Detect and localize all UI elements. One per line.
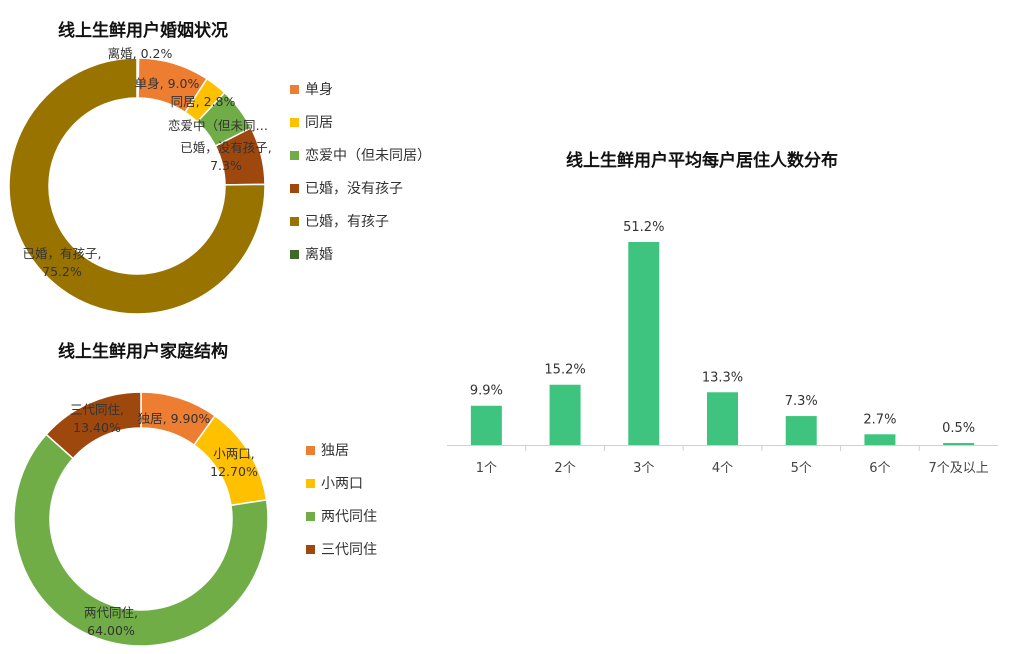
bar — [707, 392, 738, 445]
legend-item: 小两口 — [306, 473, 377, 493]
family-data-label: 三代同住, 13.40% — [70, 402, 124, 435]
family-data-label: 两代同住, 64.00% — [84, 605, 138, 638]
family-legend: 独居小两口两代同住三代同住 — [306, 440, 377, 572]
bar-tick-label: 7个及以上 — [929, 461, 989, 476]
legend-item: 两代同住 — [306, 506, 377, 526]
legend-swatch — [290, 150, 299, 160]
bar-tick-label: 3个 — [633, 461, 654, 476]
legend-label: 恋爱中（但未同居） — [305, 148, 431, 164]
bar — [470, 405, 502, 445]
marital-legend: 单身同居恋爱中（但未同居） 已婚，没有孩子 已婚，有孩子 离婚 — [290, 79, 431, 277]
legend-swatch — [290, 183, 299, 193]
bar — [785, 416, 817, 445]
bar-data-label: 15.2% — [544, 363, 585, 378]
family-data-label: 独居, 9.90% — [138, 411, 211, 426]
legend-label: 小两口 — [321, 476, 363, 492]
family-chart-title: 线上生鲜用户家庭结构 — [58, 342, 228, 362]
legend-label: 三代同住 — [321, 542, 377, 558]
bar-data-label: 9.9% — [470, 384, 503, 399]
bar-data-label: 0.5% — [942, 421, 975, 436]
legend-label: 两代同住 — [321, 509, 377, 525]
bar-data-label: 2.7% — [863, 412, 896, 427]
bar — [864, 434, 896, 445]
marital-data-label: 离婚, 0.2% — [108, 46, 173, 61]
family-slice — [13, 433, 269, 647]
legend-item: 三代同住 — [306, 539, 377, 559]
legend-swatch — [290, 117, 299, 127]
bar-data-label: 51.2% — [623, 220, 664, 235]
legend-swatch — [290, 216, 299, 226]
legend-item: 独居 — [306, 440, 377, 460]
legend-label: 离婚 — [305, 247, 333, 263]
household-chart-title: 线上生鲜用户平均每户居住人数分布 — [566, 151, 838, 171]
marital-data-label: 已婚，没有孩子, 7.3% — [180, 140, 271, 173]
legend-swatch — [306, 445, 315, 455]
legend-item: 离婚 — [290, 244, 431, 264]
legend-item: 恋爱中（但未同居） — [290, 145, 431, 165]
legend-swatch — [290, 84, 299, 94]
bar-data-label: 13.3% — [702, 370, 743, 385]
marital-slice — [8, 57, 266, 315]
marital-chart-title: 线上生鲜用户婚姻状况 — [58, 21, 228, 41]
marital-data-label: 单身, 9.0% — [135, 76, 200, 91]
bar-tick-label: 5个 — [791, 461, 812, 476]
legend-swatch — [306, 544, 315, 554]
marital-data-label: 同居, 2.8% — [171, 94, 236, 109]
bar-tick-label: 1个 — [476, 461, 497, 476]
family-slice — [45, 391, 142, 460]
bar — [943, 443, 975, 445]
legend-label: 已婚，没有孩子 — [305, 181, 403, 197]
bar-data-label: 7.3% — [785, 394, 818, 409]
bar-tick-label: 6个 — [869, 461, 890, 476]
legend-label: 单身 — [305, 82, 333, 98]
legend-swatch — [290, 249, 299, 259]
marital-data-label: 已婚，有孩子, 75.2% — [23, 246, 102, 279]
legend-label: 已婚，有孩子 — [305, 214, 389, 230]
legend-item: 同居 — [290, 112, 431, 132]
bar-tick-label: 4个 — [712, 461, 733, 476]
legend-item: 已婚，有孩子 — [290, 211, 431, 231]
bar — [549, 384, 581, 445]
family-data-label: 小两口, 12.70% — [210, 446, 258, 479]
legend-item: 单身 — [290, 79, 431, 99]
marital-data-label: 恋爱中（但未同… — [168, 118, 268, 133]
legend-swatch — [306, 511, 315, 521]
legend-item: 已婚，没有孩子 — [290, 178, 431, 198]
legend-label: 独居 — [321, 443, 349, 459]
bar-tick-label: 2个 — [554, 461, 575, 476]
legend-swatch — [306, 478, 315, 488]
legend-label: 同居 — [305, 115, 333, 131]
bar — [628, 242, 660, 445]
